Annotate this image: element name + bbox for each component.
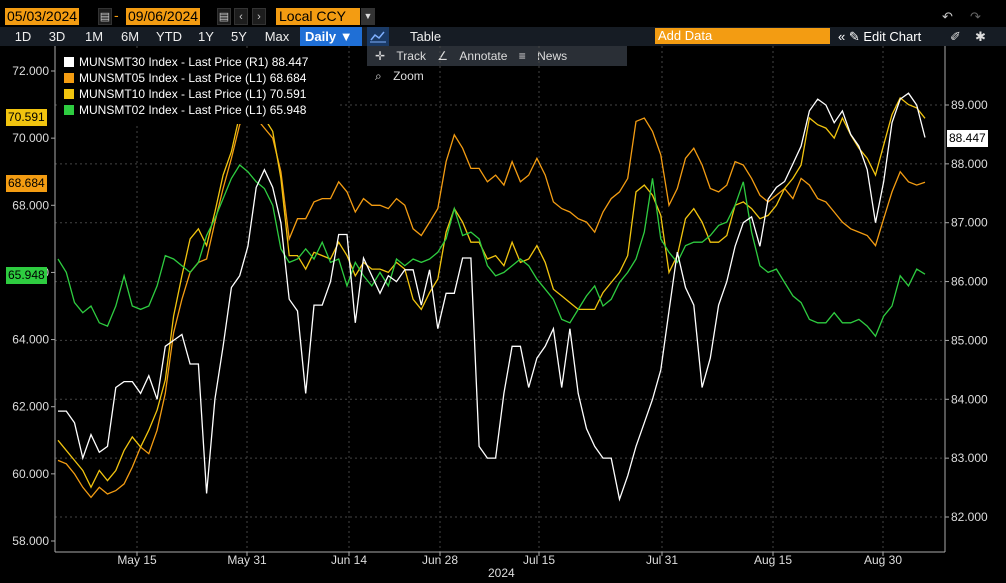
left-tick-label: 68.000 [12,198,49,212]
last-value-tag-munsmt02: 65.948 [6,267,47,284]
x-axis-year: 2024 [488,566,515,580]
left-tick-label: 70.000 [12,131,49,145]
range-1y[interactable]: 1Y [198,29,214,44]
frequency-label: Daily [305,29,337,44]
x-tick-label: Jul 31 [646,553,678,567]
legend-label: MUNSMT30 Index - Last Price (R1) [79,55,269,69]
next-arrow-icon[interactable]: › [252,8,266,25]
range-3d[interactable]: 3D [48,29,66,44]
range-max[interactable]: Max [264,29,290,44]
chart-grid [55,46,945,552]
right-tick-label: 82.000 [951,510,988,524]
x-tick-label: May 31 [227,553,267,567]
annotate-tool[interactable]: ∠ Annotate [437,46,507,66]
edit-chart-label: Edit Chart [863,29,922,44]
double-chevron-left-icon[interactable]: « [838,29,846,44]
calendar-icon[interactable]: ▤ [98,8,112,25]
legend-item[interactable]: MUNSMT05 Index - Last Price (L1) 68.684 [64,70,306,86]
legend-swatch [64,73,74,83]
left-tick-label: 62.000 [12,400,49,414]
news-label: News [537,49,568,63]
x-tick-label: Jun 14 [331,553,367,567]
news-tool[interactable]: ≡ News [519,46,567,66]
track-label: Track [396,49,426,63]
series-line [58,92,926,502]
zoom-label: Zoom [393,69,424,83]
right-tick-label: 86.000 [951,275,988,289]
series-line [57,110,926,499]
x-tick-label: May 15 [117,553,157,567]
left-tick-label: 72.000 [12,64,49,78]
chevron-down-icon: ▼ [339,29,353,44]
legend-value: 88.447 [271,55,309,69]
right-tick-label: 83.000 [951,451,988,465]
legend-label: MUNSMT02 Index - Last Price (L1) [79,103,267,117]
series-line [57,96,926,489]
x-tick-label: Jun 28 [422,553,458,567]
annotate-icon[interactable]: ✐ [950,29,961,44]
zoom-tool[interactable]: ⌕ Zoom [375,66,424,86]
redo-icon[interactable]: ↷ [970,9,981,24]
right-tick-label: 89.000 [951,98,988,112]
chart-tools: ✛ Track ∠ Annotate ≡ News ⌕ Zoom [367,46,627,83]
legend-label: MUNSMT10 Index - Last Price (L1) [79,87,267,101]
prev-arrow-icon[interactable]: ‹ [234,8,248,25]
chart-legend: MUNSMT30 Index - Last Price (R1) 88.447 … [58,50,340,124]
last-value-tag-munsmt05: 68.684 [6,175,47,192]
right-tick-label: 88.000 [951,157,988,171]
annotate-label: Annotate [459,49,508,63]
legend-value: 65.948 [269,103,307,117]
gear-icon[interactable]: ✱ [975,29,986,44]
edit-chart-button[interactable]: « ✎ Edit Chart [838,27,921,46]
range-1m[interactable]: 1M [84,29,104,44]
pencil-icon: ✎ [848,29,860,44]
range-1d[interactable]: 1D [14,29,32,44]
legend-label: MUNSMT05 Index - Last Price (L1) [79,71,267,85]
last-value-tag-munsmt30: 88.447 [947,130,988,147]
currency-select[interactable]: Local CCY [276,8,360,25]
x-tick-label: Aug 15 [754,553,792,567]
chart-series [57,92,926,502]
legend-item[interactable]: MUNSMT30 Index - Last Price (R1) 88.447 [64,54,308,70]
right-tick-label: 84.000 [951,392,988,406]
left-tick-label: 60.000 [12,467,49,481]
x-tick-label: Jul 15 [523,553,555,567]
start-date-field[interactable]: 05/03/2024 [5,8,80,25]
last-value-tag-munsmt10: 70.591 [6,109,47,126]
calendar-icon[interactable]: ▤ [217,8,231,25]
top-toolbar: 05/03/2024 ▤ - 09/06/2024 ▤ ‹ › Local CC… [0,0,1006,27]
legend-value: 68.684 [269,71,307,85]
chart-axes: 58.00060.00062.00064.00066.00068.00070.0… [12,46,988,567]
add-data-input[interactable]: Add Data [655,28,830,44]
left-tick-label: 64.000 [12,333,49,347]
chevron-down-icon[interactable]: ▼ [361,8,375,25]
range-ytd[interactable]: YTD [156,29,182,44]
date-separator: - [114,7,119,23]
right-tick-label: 87.000 [951,216,988,230]
undo-icon[interactable]: ↶ [942,9,953,24]
left-tick-label: 58.000 [12,534,49,548]
table-button[interactable]: Table [410,29,442,44]
x-tick-label: Aug 30 [864,553,902,567]
legend-item[interactable]: MUNSMT10 Index - Last Price (L1) 70.591 [64,86,306,102]
legend-swatch [64,57,74,67]
end-date-field[interactable]: 09/06/2024 [126,8,201,25]
frequency-select[interactable]: Daily ▼ [300,27,362,46]
legend-item[interactable]: MUNSMT02 Index - Last Price (L1) 65.948 [64,102,306,118]
right-tick-label: 85.000 [951,333,988,347]
range-6m[interactable]: 6M [120,29,140,44]
track-tool[interactable]: ✛ Track [375,46,426,66]
range-5y[interactable]: 5Y [231,29,247,44]
legend-swatch [64,105,74,115]
series-line [57,164,926,338]
legend-swatch [64,89,74,99]
legend-value: 70.591 [269,87,307,101]
line-chart-icon[interactable] [367,27,389,46]
